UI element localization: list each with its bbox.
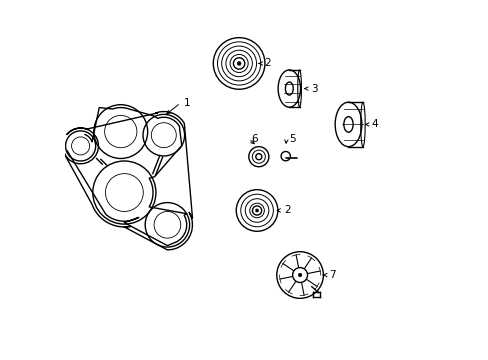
Circle shape <box>255 209 258 212</box>
Text: 7: 7 <box>328 270 335 280</box>
Circle shape <box>298 273 301 277</box>
Text: 3: 3 <box>310 84 317 94</box>
Text: 2: 2 <box>284 206 290 216</box>
Text: 1: 1 <box>183 98 190 108</box>
Text: 6: 6 <box>251 134 258 144</box>
Text: 2: 2 <box>264 58 270 68</box>
Text: 5: 5 <box>289 134 295 144</box>
Text: 4: 4 <box>371 120 378 129</box>
Circle shape <box>237 62 241 66</box>
